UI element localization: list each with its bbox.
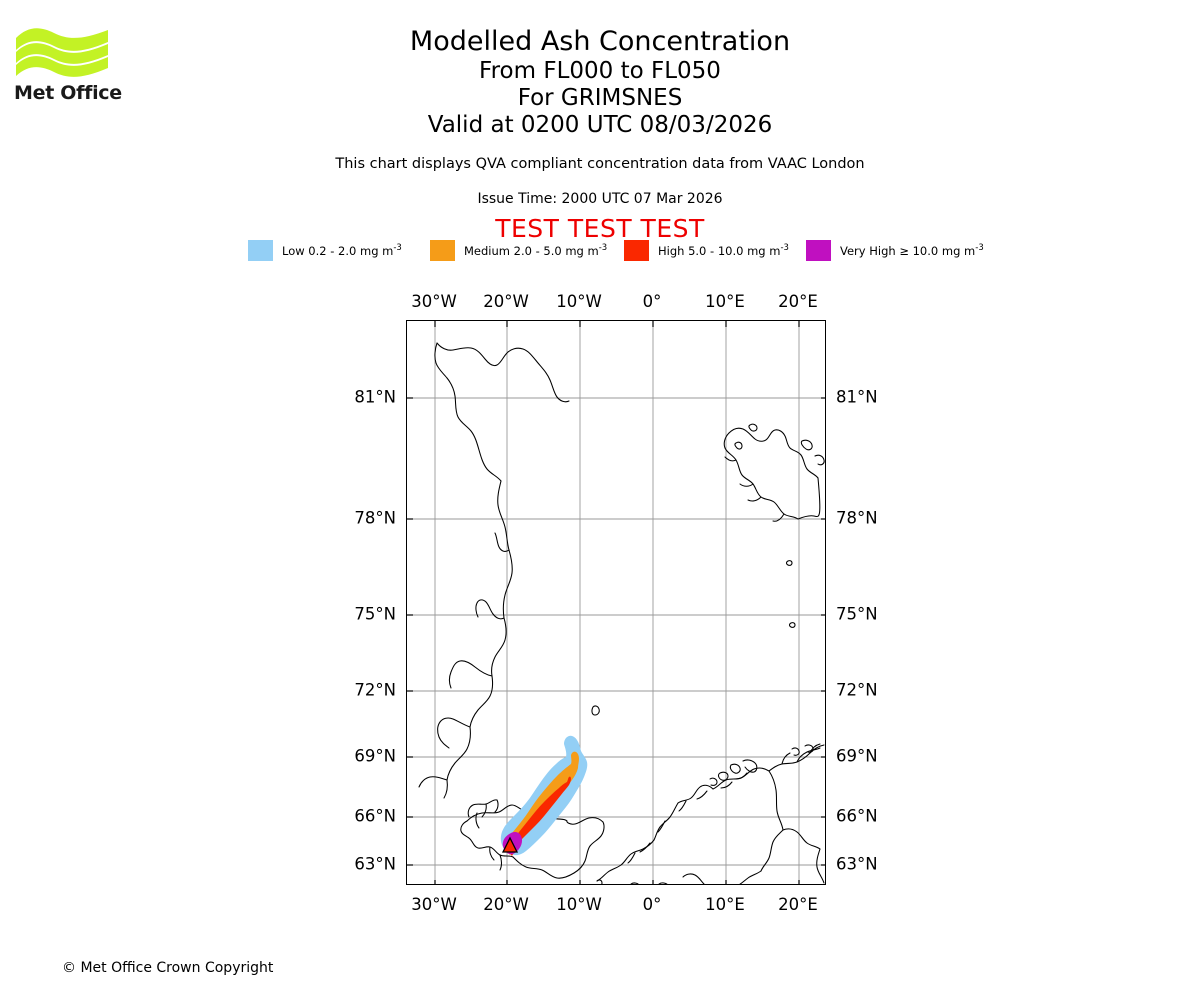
legend-entry-1: Medium 2.0 - 5.0 mg m-3 [430, 238, 607, 262]
lat-tick-left-0: 81°N [354, 387, 396, 407]
axis-tick-marks [407, 321, 825, 884]
lat-tick-right-4: 69°N [836, 746, 878, 766]
title-line-3: For GRIMSNES [517, 85, 683, 111]
legend-swatch-0 [248, 239, 273, 261]
ash-area-high [508, 776, 571, 856]
lat-tick-right-0: 81°N [836, 387, 878, 407]
logo-wordmark: Met Office [14, 82, 122, 104]
lon-tick-top-0: 30°W [411, 292, 457, 311]
map-gridlines [407, 321, 825, 884]
lat-tick-left-4: 69°N [354, 746, 396, 766]
concentration-legend: Low 0.2 - 2.0 mg m-3 Medium 2.0 - 5.0 mg … [248, 238, 988, 262]
lon-tick-bottom-2: 10°W [556, 895, 602, 914]
ash-concentration-plume [500, 735, 588, 856]
lat-tick-right-6: 63°N [836, 854, 878, 874]
lat-tick-left-5: 66°N [354, 806, 396, 826]
lat-tick-right-2: 75°N [836, 604, 878, 624]
coastlines [418, 342, 825, 884]
title-line-2: From FL000 to FL050 [479, 58, 721, 84]
lon-tick-bottom-5: 20°E [778, 895, 818, 914]
legend-swatch-2 [624, 239, 649, 261]
copyright-notice: © Met Office Crown Copyright [62, 960, 274, 976]
map-plot-area[interactable] [406, 320, 826, 885]
chart-title-block: Modelled Ash Concentration From FL000 to… [0, 26, 1200, 139]
lon-tick-top-5: 20°E [778, 292, 818, 311]
legend-swatch-3 [806, 239, 831, 261]
chart-source-note: This chart displays QVA compliant concen… [335, 156, 865, 172]
lon-tick-top-1: 20°W [483, 292, 529, 311]
legend-entry-2: High 5.0 - 10.0 mg m-3 [624, 238, 789, 262]
lat-tick-left-6: 63°N [354, 854, 396, 874]
legend-label-2: High 5.0 - 10.0 mg m-3 [658, 242, 789, 258]
issue-time: Issue Time: 2000 UTC 07 Mar 2026 [477, 191, 723, 207]
lat-tick-right-3: 72°N [836, 680, 878, 700]
title-line-1: Modelled Ash Concentration [409, 26, 791, 57]
lon-tick-bottom-3: 0° [642, 895, 662, 914]
volcano-source-marker [501, 836, 519, 853]
lon-tick-bottom-0: 30°W [411, 895, 457, 914]
lon-tick-top-3: 0° [642, 292, 662, 311]
met-office-logo: Met Office [14, 22, 124, 117]
map-canvas [407, 321, 825, 884]
legend-label-1: Medium 2.0 - 5.0 mg m-3 [464, 242, 608, 258]
lon-tick-bottom-1: 20°W [483, 895, 529, 914]
title-line-4: Valid at 0200 UTC 08/03/2026 [427, 112, 773, 138]
lat-tick-left-1: 78°N [354, 508, 396, 528]
lon-tick-top-2: 10°W [556, 292, 602, 311]
lon-tick-bottom-4: 10°E [705, 895, 745, 914]
met-office-waves-icon [16, 28, 108, 77]
legend-label-3: Very High ≥ 10.0 mg m-3 [840, 242, 984, 258]
legend-entry-0: Low 0.2 - 2.0 mg m-3 [248, 238, 402, 262]
test-banner: TEST TEST TEST [495, 214, 705, 243]
lat-tick-right-1: 78°N [836, 508, 878, 528]
lat-tick-right-5: 66°N [836, 806, 878, 826]
lon-tick-top-4: 10°E [705, 292, 745, 311]
lat-tick-left-3: 72°N [354, 680, 396, 700]
legend-label-0: Low 0.2 - 2.0 mg m-3 [282, 242, 402, 258]
legend-entry-3: Very High ≥ 10.0 mg m-3 [806, 238, 984, 262]
lat-tick-left-2: 75°N [354, 604, 396, 624]
legend-swatch-1 [430, 239, 455, 261]
